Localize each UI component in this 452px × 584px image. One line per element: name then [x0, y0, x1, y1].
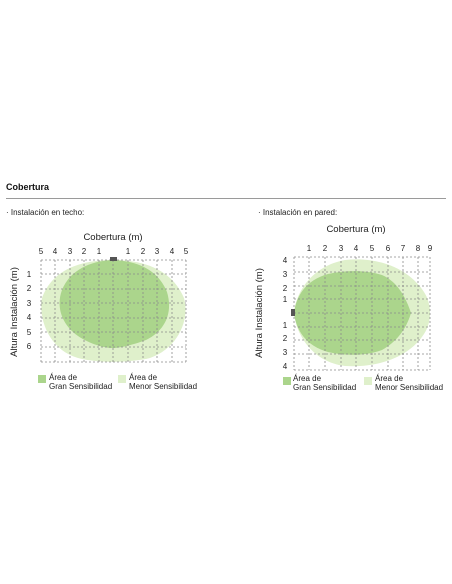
- wall-subtitle: · Instalación en pared:: [258, 208, 338, 217]
- wall-top-tick: 2: [323, 244, 328, 253]
- ceiling-diagram: Cobertura (m) Altura Instalación (m) 5 4…: [9, 232, 197, 391]
- ceiling-side-tick: 3: [27, 299, 32, 308]
- wall-top-tick: 9: [428, 244, 433, 253]
- ceiling-top-tick: 5: [39, 247, 44, 256]
- ceiling-legend-high-swatch: [38, 375, 46, 383]
- wall-side-tick: 4: [283, 256, 288, 265]
- ceiling-top-tick: 4: [53, 247, 58, 256]
- wall-legend-high-line1: Área de: [293, 374, 322, 383]
- wall-side-tick: 3: [283, 348, 288, 357]
- ceiling-top-tick: 2: [141, 247, 146, 256]
- ceiling-top-tick: 1: [126, 247, 131, 256]
- section-divider: [6, 198, 446, 199]
- ceiling-legend-high-line2: Gran Sensibilidad: [49, 382, 112, 391]
- ceiling-top-tick: 2: [82, 247, 87, 256]
- wall-top-tick: 6: [386, 244, 391, 253]
- ceiling-legend-low-line2: Menor Sensibilidad: [129, 382, 197, 391]
- wall-grid: [293, 256, 431, 371]
- ceiling-top-tick: 4: [170, 247, 175, 256]
- wall-top-tick: 4: [354, 244, 359, 253]
- wall-legend-high-swatch: [283, 377, 291, 385]
- ceiling-subtitle: · Instalación en techo:: [6, 208, 85, 217]
- ceiling-legend-low-line1: Área de: [129, 373, 158, 382]
- wall-side-tick: 2: [283, 284, 288, 293]
- sensor-marker-icon: [110, 257, 117, 261]
- wall-top-tick: 7: [401, 244, 406, 253]
- ceiling-side-ticks: 1 2 3 4 5 6: [27, 270, 32, 351]
- ceiling-top-axis-label: Cobertura (m): [83, 232, 142, 243]
- ceiling-side-tick: 2: [27, 284, 32, 293]
- wall-side-tick: 2: [283, 334, 288, 343]
- wall-legend-high-line2: Gran Sensibilidad: [293, 383, 356, 392]
- ceiling-legend-low-swatch: [118, 375, 126, 383]
- ceiling-side-tick: 5: [27, 328, 32, 337]
- wall-side-ticks: 4 3 2 1 1 2 3 4: [283, 256, 288, 371]
- wall-side-tick: 1: [283, 321, 288, 330]
- ceiling-top-ticks: 5 4 3 2 1 1 2 3 4 5: [39, 247, 189, 256]
- ceiling-legend-high-line1: Área de: [49, 373, 78, 382]
- ceiling-side-axis-label: Altura Instalación (m): [9, 267, 20, 357]
- ceiling-top-tick: 5: [184, 247, 189, 256]
- ceiling-side-tick: 4: [27, 313, 32, 322]
- wall-top-ticks: 1 2 3 4 5 6 7 8 9: [307, 244, 433, 253]
- wall-side-tick: 3: [283, 270, 288, 279]
- wall-diagram: Cobertura (m) Altura Instalación (m) 1 2…: [254, 224, 443, 392]
- wall-side-tick: 4: [283, 362, 288, 371]
- wall-legend-low-line1: Área de: [375, 374, 404, 383]
- wall-top-tick: 8: [416, 244, 421, 253]
- ceiling-high-sensitivity-area: [59, 260, 170, 348]
- ceiling-side-tick: 1: [27, 270, 32, 279]
- ceiling-top-tick: 3: [68, 247, 73, 256]
- wall-side-axis-label: Altura Instalación (m): [254, 268, 265, 358]
- wall-legend-low-line2: Menor Sensibilidad: [375, 383, 443, 392]
- section-title: Cobertura: [6, 182, 50, 192]
- wall-top-tick: 5: [370, 244, 375, 253]
- wall-legend-low-swatch: [364, 377, 372, 385]
- ceiling-side-tick: 6: [27, 342, 32, 351]
- sensor-marker-icon: [291, 309, 295, 316]
- wall-top-tick: 3: [339, 244, 344, 253]
- ceiling-top-tick: 1: [97, 247, 102, 256]
- ceiling-top-tick: 3: [155, 247, 160, 256]
- wall-top-axis-label: Cobertura (m): [326, 224, 385, 235]
- wall-high-sensitivity-area: [294, 271, 411, 355]
- wall-top-tick: 1: [307, 244, 312, 253]
- wall-side-tick: 1: [283, 295, 288, 304]
